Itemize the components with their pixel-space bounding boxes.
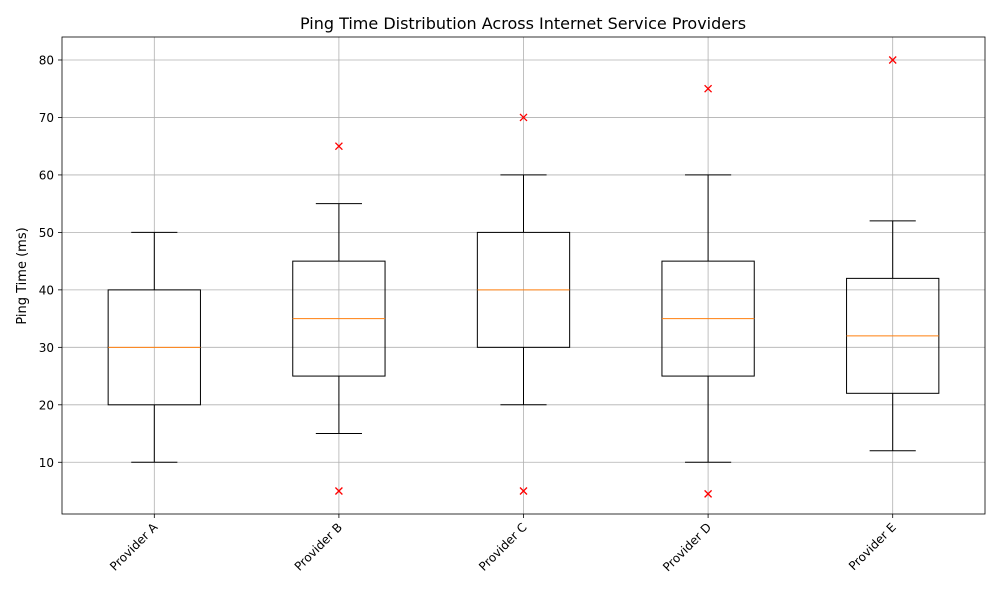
outlier-marker: [519, 487, 528, 495]
outlier-marker: [519, 113, 528, 122]
outlier-marker: [888, 56, 897, 64]
y-tick-label: 20: [39, 398, 54, 412]
grid: [62, 37, 985, 514]
x-tick-label: Provider A: [107, 520, 161, 574]
box-group: [107, 231, 201, 463]
box-group: [292, 142, 386, 495]
y-tick-label: 30: [39, 341, 54, 355]
outlier-marker: [704, 84, 713, 93]
y-tick-label: 50: [39, 226, 54, 240]
x-tick-label: Provider C: [476, 520, 529, 573]
y-tick-label: 80: [39, 53, 54, 67]
plot-area: [107, 56, 940, 498]
y-axis-label: Ping Time (ms): [15, 227, 30, 324]
y-tick-label: 60: [39, 168, 54, 182]
y-tick-label: 40: [39, 283, 54, 297]
box-group: [846, 56, 940, 452]
outlier-marker: [704, 489, 713, 498]
outlier-marker: [334, 142, 343, 151]
outlier-marker: [334, 487, 343, 495]
x-tick-label: Provider E: [846, 520, 899, 573]
x-tick-label: Provider D: [660, 520, 714, 574]
box-group: [476, 113, 571, 495]
chart-title: Ping Time Distribution Across Internet S…: [300, 14, 746, 33]
y-tick-label: 70: [39, 111, 54, 125]
x-tick-label: Provider B: [292, 520, 345, 573]
y-tick-label: 10: [39, 456, 54, 470]
axis-ticks: 10 20 30 40 50 60 70 80 Provider A Provider B Prov…: [39, 53, 899, 574]
box-group: [661, 84, 755, 498]
